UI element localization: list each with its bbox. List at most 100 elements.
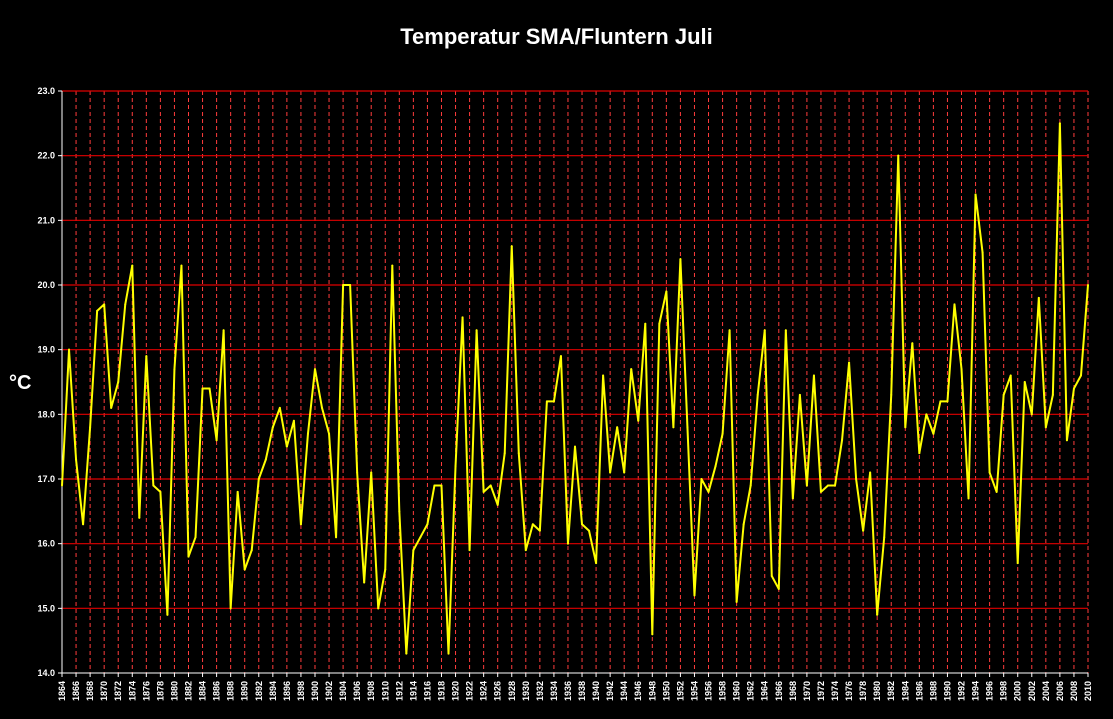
data-point bbox=[925, 413, 928, 416]
y-tick-label: 14.0 bbox=[37, 668, 55, 678]
data-point bbox=[356, 471, 359, 474]
x-tick-label: 1930 bbox=[521, 681, 531, 701]
data-point bbox=[855, 478, 858, 480]
x-tick-label: 1996 bbox=[985, 681, 995, 701]
data-point bbox=[1044, 426, 1047, 429]
data-point bbox=[883, 536, 886, 539]
data-point bbox=[988, 471, 991, 474]
series-layer bbox=[61, 122, 1089, 655]
data-point bbox=[770, 575, 773, 577]
data-point bbox=[595, 562, 598, 565]
data-point bbox=[981, 251, 984, 254]
chart-title: Temperatur SMA/Fluntern Juli bbox=[400, 24, 713, 49]
temperature-series-line bbox=[61, 122, 1089, 655]
x-tick-label: 1964 bbox=[760, 681, 770, 701]
y-tick-label: 22.0 bbox=[37, 151, 55, 161]
data-point bbox=[496, 503, 499, 506]
data-point bbox=[173, 368, 176, 371]
data-point bbox=[257, 478, 260, 480]
x-tick-label: 1918 bbox=[436, 681, 446, 701]
data-point bbox=[68, 348, 71, 351]
x-tick-label: 1868 bbox=[85, 681, 95, 701]
data-point bbox=[967, 497, 970, 500]
data-point bbox=[159, 490, 162, 493]
x-tick-label: 1864 bbox=[57, 681, 67, 701]
x-tick-label: 2004 bbox=[1041, 681, 1051, 701]
data-point bbox=[292, 419, 295, 422]
data-point bbox=[728, 329, 731, 332]
x-tick-label: 1932 bbox=[535, 681, 545, 701]
data-point bbox=[503, 452, 506, 455]
data-point bbox=[890, 393, 893, 396]
x-tick-label: 1972 bbox=[816, 681, 826, 701]
data-point bbox=[531, 523, 534, 526]
data-point bbox=[152, 484, 155, 487]
data-point bbox=[658, 322, 661, 325]
x-tick-label: 1950 bbox=[661, 681, 671, 701]
data-point bbox=[623, 471, 626, 474]
data-point bbox=[897, 154, 900, 157]
data-point bbox=[1030, 413, 1033, 416]
data-point bbox=[110, 406, 113, 409]
data-point bbox=[609, 471, 612, 474]
data-point bbox=[517, 452, 520, 455]
x-tick-label: 1872 bbox=[113, 681, 123, 701]
data-point bbox=[616, 426, 619, 429]
data-point bbox=[812, 374, 815, 377]
x-tick-label: 1920 bbox=[451, 681, 461, 701]
x-tick-label: 1966 bbox=[774, 681, 784, 701]
x-tick-label: 1884 bbox=[198, 681, 208, 701]
data-point bbox=[475, 329, 478, 332]
data-point bbox=[876, 613, 879, 616]
x-tick-label: 1874 bbox=[127, 681, 137, 701]
data-point bbox=[299, 523, 302, 526]
data-point bbox=[405, 652, 408, 655]
x-tick-label: 1982 bbox=[886, 681, 896, 701]
data-point bbox=[61, 484, 63, 487]
data-point bbox=[637, 419, 640, 422]
data-point bbox=[117, 381, 120, 383]
data-point bbox=[995, 490, 998, 493]
x-tick-label: 1896 bbox=[282, 681, 292, 701]
data-point bbox=[180, 264, 183, 267]
x-tick-label: 2008 bbox=[1069, 681, 1079, 701]
data-point bbox=[271, 426, 274, 429]
data-point bbox=[138, 516, 141, 519]
data-point bbox=[285, 445, 288, 448]
x-tick-label: 1870 bbox=[99, 681, 109, 701]
x-tick-label: 2000 bbox=[1013, 681, 1023, 701]
data-point bbox=[693, 594, 696, 597]
data-point bbox=[714, 465, 717, 468]
x-tick-label: 1922 bbox=[465, 681, 475, 701]
data-point bbox=[630, 368, 633, 371]
data-point bbox=[777, 587, 780, 590]
data-point bbox=[798, 393, 801, 396]
data-point bbox=[103, 303, 106, 306]
data-point bbox=[805, 484, 808, 487]
data-point bbox=[834, 484, 837, 487]
data-point bbox=[742, 523, 745, 526]
x-tick-label: 2006 bbox=[1055, 681, 1065, 701]
x-tick-label: 1916 bbox=[422, 681, 432, 701]
x-tick-label: 1968 bbox=[788, 681, 798, 701]
data-point bbox=[412, 549, 415, 552]
x-tick-label: 1960 bbox=[732, 681, 742, 701]
data-point bbox=[1072, 387, 1075, 390]
data-point bbox=[145, 355, 148, 358]
x-tick-label: 1890 bbox=[240, 681, 250, 701]
data-point bbox=[426, 523, 429, 526]
data-point bbox=[1023, 381, 1026, 383]
data-point bbox=[784, 329, 787, 332]
data-point bbox=[672, 426, 675, 429]
data-point bbox=[686, 426, 689, 429]
x-tick-label: 1994 bbox=[971, 681, 981, 701]
data-point bbox=[581, 523, 584, 526]
x-tick-label: 1876 bbox=[141, 681, 151, 701]
data-point bbox=[932, 432, 935, 435]
x-tick-label: 1882 bbox=[183, 681, 193, 701]
data-point bbox=[377, 607, 380, 610]
data-point bbox=[1016, 562, 1019, 565]
data-point bbox=[588, 529, 591, 532]
y-tick-labels: 14.0 15.0 16.0 17.0 18.0 19.0 20.0 21.0 22.0 23.0 bbox=[37, 86, 55, 678]
data-point bbox=[328, 432, 331, 435]
